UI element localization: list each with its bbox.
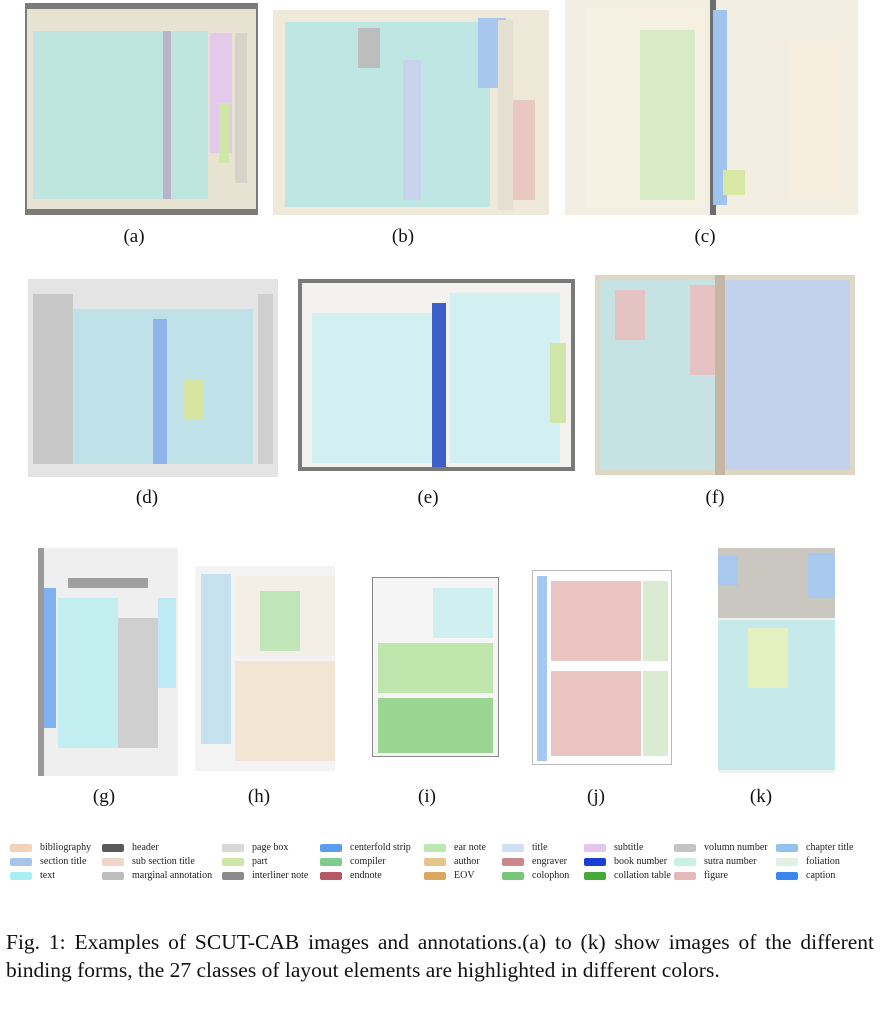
- legend-swatch: [674, 872, 696, 880]
- panel-a-label: (a): [123, 226, 145, 247]
- legend-swatch: [424, 872, 446, 880]
- panel-k-label: (k): [749, 786, 773, 807]
- panel-b-image: [273, 10, 549, 215]
- legend-swatch: [674, 858, 696, 866]
- panel-d-image: [28, 279, 278, 477]
- panel-g-image: [38, 548, 178, 776]
- legend-swatch: [102, 858, 124, 866]
- legend-swatch: [584, 844, 606, 852]
- panel-h-image: [195, 566, 335, 771]
- legend-swatch: [674, 844, 696, 852]
- figure-caption: Fig. 1: Examples of SCUT-CAB images and …: [6, 930, 874, 982]
- legend-swatch: [584, 858, 606, 866]
- legend-swatch: [10, 858, 32, 866]
- legend-swatch: [320, 844, 342, 852]
- legend-swatch: [424, 844, 446, 852]
- panel-a-image: [25, 3, 258, 215]
- panel-c-image: [565, 0, 858, 215]
- panel-k-image: [718, 548, 835, 773]
- legend-swatch: [584, 872, 606, 880]
- legend-swatch: [102, 844, 124, 852]
- panel-j-image: [532, 570, 672, 765]
- panel-i-image: [372, 577, 499, 757]
- legend-swatch: [776, 872, 798, 880]
- panel-g-label: (g): [92, 786, 116, 807]
- panel-f-label: (f): [705, 487, 725, 508]
- panel-e-image: [298, 279, 575, 471]
- legend-swatch: [102, 872, 124, 880]
- panel-c-label: (c): [694, 226, 716, 247]
- panel-e-label: (e): [417, 487, 439, 508]
- panel-d-label: (d): [135, 487, 159, 508]
- panel-h-label: (h): [247, 786, 271, 807]
- legend-swatch: [502, 858, 524, 866]
- legend-swatch: [222, 858, 244, 866]
- legend-swatch: [502, 844, 524, 852]
- legend-swatch: [320, 872, 342, 880]
- legend-swatch: [776, 844, 798, 852]
- panel-j-label: (j): [587, 786, 605, 807]
- legend: bibliography section title text header s…: [10, 842, 870, 892]
- panel-b-label: (b): [391, 226, 415, 247]
- panel-f-image: [595, 275, 855, 475]
- legend-swatch: [10, 872, 32, 880]
- legend-swatch: [424, 858, 446, 866]
- legend-swatch: [10, 844, 32, 852]
- legend-swatch: [222, 872, 244, 880]
- legend-swatch: [502, 872, 524, 880]
- legend-swatch: [776, 858, 798, 866]
- legend-swatch: [222, 844, 244, 852]
- legend-swatch: [320, 858, 342, 866]
- panel-i-label: (i): [418, 786, 436, 807]
